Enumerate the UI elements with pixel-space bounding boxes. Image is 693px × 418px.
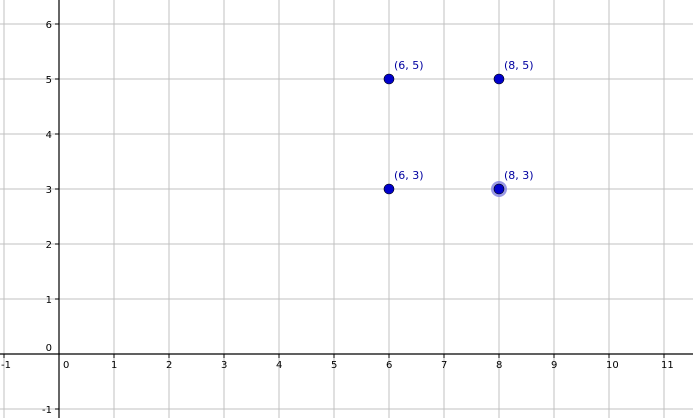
x-tick-label: 1 <box>111 360 117 371</box>
x-tick-label: 3 <box>221 360 227 371</box>
x-tick-label: 9 <box>551 360 557 371</box>
point[interactable] <box>493 73 505 85</box>
x-tick-label: 7 <box>441 360 447 371</box>
x-tick-label: 4 <box>276 360 282 371</box>
y-tick-label: -1 <box>42 405 52 416</box>
x-tick-label: 11 <box>661 360 674 371</box>
point-label[interactable]: (6, 5) <box>394 59 424 72</box>
x-tick-label: 10 <box>606 360 619 371</box>
point[interactable] <box>493 183 505 195</box>
x-tick-label: 8 <box>496 360 502 371</box>
y-tick-label: 1 <box>46 295 52 306</box>
point-label[interactable]: (6, 3) <box>394 169 424 182</box>
x-tick-label: 5 <box>331 360 337 371</box>
point-label[interactable]: (8, 3) <box>504 169 534 182</box>
x-tick-label: -1 <box>1 360 11 371</box>
y-tick-label: 3 <box>46 185 52 196</box>
x-tick-label: 2 <box>166 360 172 371</box>
point[interactable] <box>383 73 395 85</box>
y-tick-label: 5 <box>46 75 52 86</box>
point[interactable] <box>383 183 395 195</box>
y-tick-label: 4 <box>46 130 52 141</box>
y-tick-label: 0 <box>46 343 52 354</box>
x-tick-label: 0 <box>63 360 69 371</box>
x-tick-label: 6 <box>386 360 392 371</box>
y-tick-label: 6 <box>46 20 52 31</box>
point-label[interactable]: (8, 5) <box>504 59 534 72</box>
y-tick-label: 2 <box>46 240 52 251</box>
